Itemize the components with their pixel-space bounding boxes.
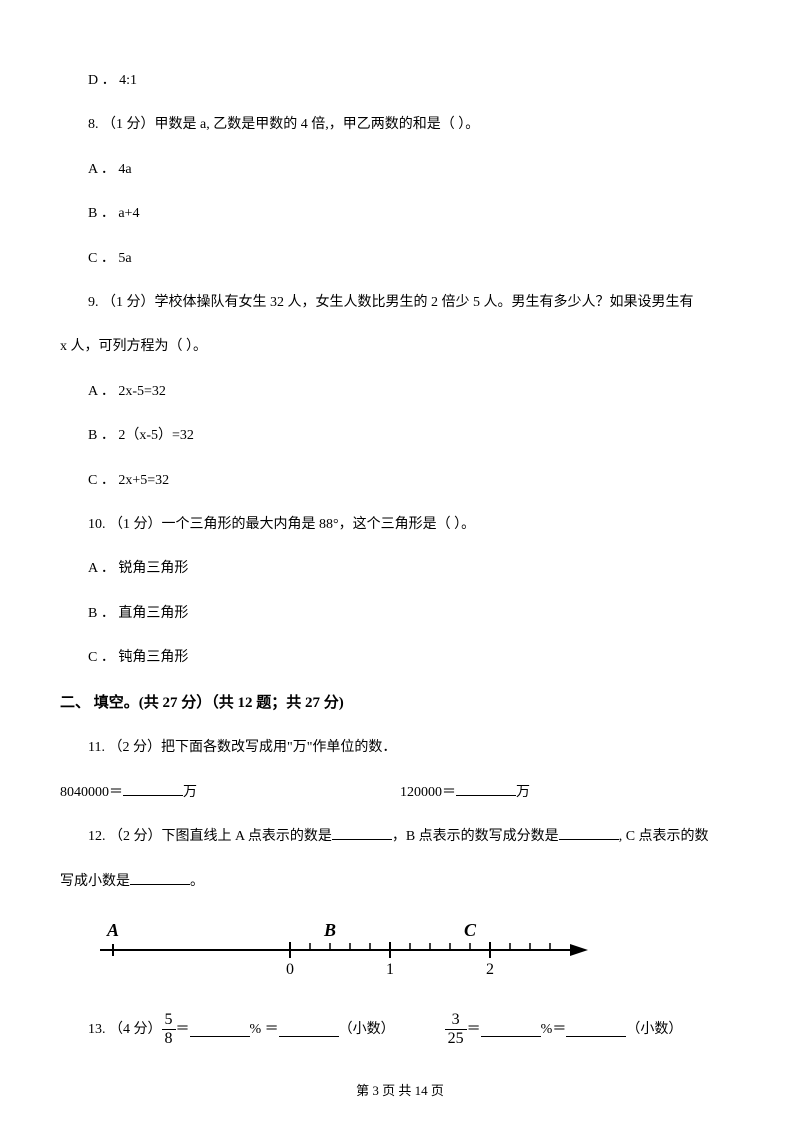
q12-part4: 写成小数是 <box>60 874 130 889</box>
q12-part3: , C 点表示的数 <box>619 829 709 844</box>
q13-mid1a: ＝ <box>176 1019 190 1041</box>
q11-right-suffix: 万 <box>516 785 530 800</box>
q11-left-suffix: 万 <box>183 785 197 800</box>
svg-text:2: 2 <box>486 961 494 978</box>
svg-text:C: C <box>464 920 477 940</box>
q12-line2: 写成小数是 。 <box>60 871 740 893</box>
q11-left-blank[interactable] <box>123 782 183 796</box>
q13-frac1-num: 5 <box>162 1012 176 1030</box>
q13-frac2-num: 3 <box>445 1012 467 1030</box>
page-footer: 第 3 页 共 14 页 <box>0 1081 800 1102</box>
q12-part5: 。 <box>190 874 204 889</box>
q13-frac2-den: 25 <box>445 1030 467 1047</box>
q11-right-blank[interactable] <box>456 782 516 796</box>
q7-option-d: D ． 4:1 <box>60 70 740 92</box>
number-line-figure: 0 1 2 A B C <box>90 915 740 988</box>
q10-stem: 10. （1 分）一个三角形的最大内角是 88°，这个三角形是（ ）。 <box>60 514 740 536</box>
q10-option-c: C ． 钝角三角形 <box>60 647 740 669</box>
svg-text:B: B <box>323 920 336 940</box>
q13-mid2b: %＝ <box>541 1019 567 1041</box>
q12-blank-b[interactable] <box>559 826 619 840</box>
q11-stem: 11. （2 分）把下面各数改写成用"万"作单位的数． <box>60 737 740 759</box>
q11-left-prefix: 8040000＝ <box>60 785 123 800</box>
q12-line1: 12. （2 分）下图直线上 A 点表示的数是 ，B 点表示的数写成分数是 , C … <box>60 826 740 848</box>
number-line-svg: 0 1 2 A B C <box>90 915 600 980</box>
svg-text:A: A <box>106 920 119 940</box>
q13-mid2a: ＝ <box>467 1019 481 1041</box>
q10-option-a: A ． 锐角三角形 <box>60 558 740 580</box>
q8-option-b: B ． a+4 <box>60 203 740 225</box>
q11-answers-row: 8040000＝ 万 120000＝ 万 <box>60 782 740 804</box>
svg-text:1: 1 <box>386 961 394 978</box>
q13-blank-2b[interactable] <box>566 1023 626 1037</box>
q12-blank-c[interactable] <box>130 871 190 885</box>
section-2-header: 二、 填空。(共 27 分）（共 12 题；共 27 分) <box>60 691 740 715</box>
q9-stem-line1: 9. （1 分）学校体操队有女生 32 人，女生人数比男生的 2 倍少 5 人。… <box>60 292 740 314</box>
q13-fraction-2: 3 25 <box>445 1012 467 1047</box>
q13-row: 13. （4 分） 5 8 ＝ % ＝ （小数） 3 25 ＝ %＝ （小数） <box>60 1012 740 1047</box>
q11-right-prefix: 120000＝ <box>400 785 456 800</box>
q13-mid1c: （小数） <box>339 1019 395 1041</box>
q8-option-c: C ． 5a <box>60 248 740 270</box>
q13-mid2c: （小数） <box>626 1019 682 1041</box>
q9-option-b: B ． 2（x-5）=32 <box>60 425 740 447</box>
q12-part1: 12. （2 分）下图直线上 A 点表示的数是 <box>88 829 332 844</box>
q8-option-a: A ． 4a <box>60 159 740 181</box>
q13-fraction-1: 5 8 <box>162 1012 176 1047</box>
q13-mid1b: % ＝ <box>250 1019 279 1041</box>
q13-prefix: 13. （4 分） <box>88 1019 162 1041</box>
q13-frac1-den: 8 <box>162 1030 176 1047</box>
q9-option-a: A ． 2x-5=32 <box>60 381 740 403</box>
q10-option-b: B ． 直角三角形 <box>60 603 740 625</box>
svg-text:0: 0 <box>286 961 294 978</box>
q13-blank-2a[interactable] <box>481 1023 541 1037</box>
q12-blank-a[interactable] <box>332 826 392 840</box>
q8-stem: 8. （1 分）甲数是 a, 乙数是甲数的 4 倍,，甲乙两数的和是（ ）。 <box>60 114 740 136</box>
q13-blank-1b[interactable] <box>279 1023 339 1037</box>
q12-part2: ，B 点表示的数写成分数是 <box>392 829 559 844</box>
q9-stem-line2: x 人，可列方程为（ ）。 <box>60 336 740 358</box>
q9-option-c: C ． 2x+5=32 <box>60 470 740 492</box>
q13-blank-1a[interactable] <box>190 1023 250 1037</box>
